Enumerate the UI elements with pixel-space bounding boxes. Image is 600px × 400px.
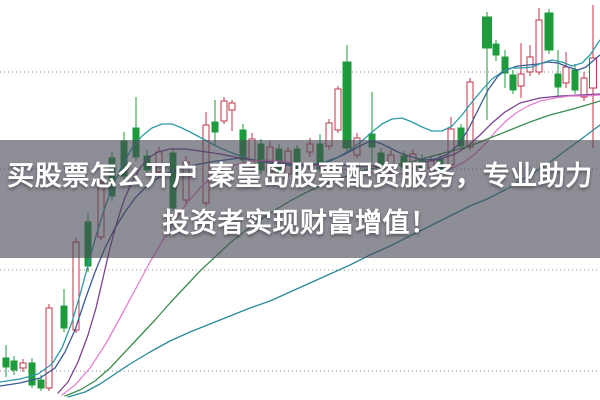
candle-body-up (517, 73, 525, 87)
candle-body-up (19, 362, 27, 369)
candle-body-down (571, 69, 579, 91)
candle-body-down (211, 121, 219, 133)
candle-body-up (535, 19, 543, 73)
candle-body-up (589, 57, 597, 89)
candle-body-down (482, 16, 492, 49)
candle-body-down (509, 74, 517, 91)
candle-body-down (342, 61, 352, 149)
candle-body-up (334, 88, 342, 131)
candle-body-down (37, 379, 45, 389)
candle-body-up (228, 102, 236, 111)
candle-body-down (60, 305, 68, 329)
promo-title-line2: 投资者实现财富增值！ (162, 207, 438, 238)
candle-body-up (466, 81, 474, 148)
candle-body-down (544, 12, 554, 51)
candle-body-up (45, 307, 53, 389)
candle-body-down (554, 73, 562, 88)
candle-body-down (28, 362, 36, 386)
candle-body-down (492, 43, 500, 56)
promo-title-line1: 买股票怎么开户 秦皇岛股票配资服务，专业助力 (7, 160, 593, 191)
candle-body-down (501, 56, 509, 74)
candle-body-up (580, 77, 588, 98)
promo-banner: 买股票怎么开户 秦皇岛股票配资服务，专业助力 投资者实现财富增值！ (0, 140, 600, 258)
candle-body-up (562, 66, 570, 84)
candle-body-down (2, 357, 10, 368)
candle-body-up (220, 100, 228, 122)
candle-body-down (10, 360, 18, 371)
